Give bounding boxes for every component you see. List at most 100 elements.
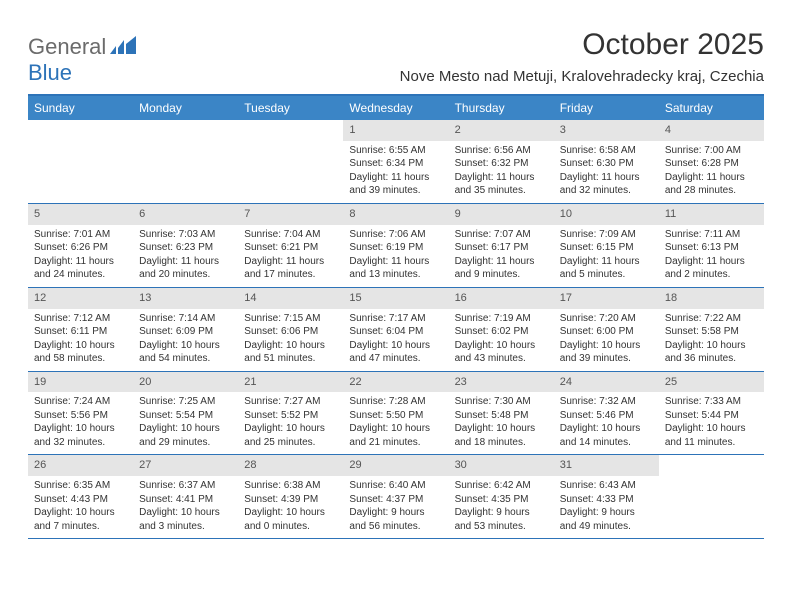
empty-cell [28, 120, 133, 203]
day-number: 15 [343, 288, 448, 309]
daylight-line: Daylight: 10 hours and 0 minutes. [244, 506, 337, 533]
day-cell: 6Sunrise: 7:03 AMSunset: 6:23 PMDaylight… [133, 204, 238, 287]
day-body: Sunrise: 6:43 AMSunset: 4:33 PMDaylight:… [554, 476, 659, 538]
day-body: Sunrise: 7:28 AMSunset: 5:50 PMDaylight:… [343, 392, 448, 454]
empty-cell [659, 455, 764, 538]
daylight-line: Daylight: 10 hours and 3 minutes. [139, 506, 232, 533]
sunset-line: Sunset: 4:39 PM [244, 493, 337, 507]
day-number: 4 [659, 120, 764, 141]
sunset-line: Sunset: 4:43 PM [34, 493, 127, 507]
day-cell: 10Sunrise: 7:09 AMSunset: 6:15 PMDayligh… [554, 204, 659, 287]
sunrise-line: Sunrise: 7:33 AM [665, 395, 758, 409]
day-cell: 3Sunrise: 6:58 AMSunset: 6:30 PMDaylight… [554, 120, 659, 203]
week-row: 19Sunrise: 7:24 AMSunset: 5:56 PMDayligh… [28, 372, 764, 456]
sunset-line: Sunset: 6:19 PM [349, 241, 442, 255]
day-number: 28 [238, 455, 343, 476]
sunset-line: Sunset: 6:21 PM [244, 241, 337, 255]
day-cell: 14Sunrise: 7:15 AMSunset: 6:06 PMDayligh… [238, 288, 343, 371]
sunset-line: Sunset: 6:02 PM [455, 325, 548, 339]
sunrise-line: Sunrise: 7:28 AM [349, 395, 442, 409]
sunset-line: Sunset: 6:23 PM [139, 241, 232, 255]
sunset-line: Sunset: 5:58 PM [665, 325, 758, 339]
daylight-line: Daylight: 10 hours and 14 minutes. [560, 422, 653, 449]
logo: General Blue [28, 28, 136, 86]
empty-cell [133, 120, 238, 203]
day-cell: 23Sunrise: 7:30 AMSunset: 5:48 PMDayligh… [449, 372, 554, 455]
sunrise-line: Sunrise: 7:17 AM [349, 312, 442, 326]
sunrise-line: Sunrise: 6:35 AM [34, 479, 127, 493]
week-row: 5Sunrise: 7:01 AMSunset: 6:26 PMDaylight… [28, 204, 764, 288]
sunset-line: Sunset: 6:15 PM [560, 241, 653, 255]
sunrise-line: Sunrise: 7:09 AM [560, 228, 653, 242]
day-cell: 7Sunrise: 7:04 AMSunset: 6:21 PMDaylight… [238, 204, 343, 287]
daylight-line: Daylight: 10 hours and 11 minutes. [665, 422, 758, 449]
daylight-line: Daylight: 11 hours and 28 minutes. [665, 171, 758, 198]
day-number: 25 [659, 372, 764, 393]
daylight-line: Daylight: 9 hours and 49 minutes. [560, 506, 653, 533]
calendar: SundayMondayTuesdayWednesdayThursdayFrid… [28, 94, 764, 539]
sunset-line: Sunset: 6:00 PM [560, 325, 653, 339]
daylight-line: Daylight: 11 hours and 35 minutes. [455, 171, 548, 198]
sunrise-line: Sunrise: 7:12 AM [34, 312, 127, 326]
day-number: 26 [28, 455, 133, 476]
daylight-line: Daylight: 11 hours and 17 minutes. [244, 255, 337, 282]
day-cell: 5Sunrise: 7:01 AMSunset: 6:26 PMDaylight… [28, 204, 133, 287]
daylight-line: Daylight: 10 hours and 25 minutes. [244, 422, 337, 449]
daylight-line: Daylight: 10 hours and 54 minutes. [139, 339, 232, 366]
daylight-line: Daylight: 10 hours and 36 minutes. [665, 339, 758, 366]
day-number: 23 [449, 372, 554, 393]
day-body: Sunrise: 6:37 AMSunset: 4:41 PMDaylight:… [133, 476, 238, 538]
day-number: 29 [343, 455, 448, 476]
day-cell: 13Sunrise: 7:14 AMSunset: 6:09 PMDayligh… [133, 288, 238, 371]
sunrise-line: Sunrise: 6:37 AM [139, 479, 232, 493]
daylight-line: Daylight: 10 hours and 21 minutes. [349, 422, 442, 449]
day-body: Sunrise: 6:38 AMSunset: 4:39 PMDaylight:… [238, 476, 343, 538]
day-header-row: SundayMondayTuesdayWednesdayThursdayFrid… [28, 96, 764, 120]
weeks-container: 1Sunrise: 6:55 AMSunset: 6:34 PMDaylight… [28, 120, 764, 539]
sunrise-line: Sunrise: 6:38 AM [244, 479, 337, 493]
sunset-line: Sunset: 5:52 PM [244, 409, 337, 423]
day-number: 16 [449, 288, 554, 309]
sunset-line: Sunset: 6:32 PM [455, 157, 548, 171]
day-body: Sunrise: 7:00 AMSunset: 6:28 PMDaylight:… [659, 141, 764, 203]
day-cell: 11Sunrise: 7:11 AMSunset: 6:13 PMDayligh… [659, 204, 764, 287]
day-body: Sunrise: 7:03 AMSunset: 6:23 PMDaylight:… [133, 225, 238, 287]
day-cell: 17Sunrise: 7:20 AMSunset: 6:00 PMDayligh… [554, 288, 659, 371]
day-body: Sunrise: 7:01 AMSunset: 6:26 PMDaylight:… [28, 225, 133, 287]
logo-bars-icon [110, 36, 136, 54]
day-body: Sunrise: 7:17 AMSunset: 6:04 PMDaylight:… [343, 309, 448, 371]
week-row: 12Sunrise: 7:12 AMSunset: 6:11 PMDayligh… [28, 288, 764, 372]
day-body: Sunrise: 7:07 AMSunset: 6:17 PMDaylight:… [449, 225, 554, 287]
day-number: 10 [554, 204, 659, 225]
day-body: Sunrise: 7:11 AMSunset: 6:13 PMDaylight:… [659, 225, 764, 287]
day-cell: 27Sunrise: 6:37 AMSunset: 4:41 PMDayligh… [133, 455, 238, 538]
day-body: Sunrise: 6:58 AMSunset: 6:30 PMDaylight:… [554, 141, 659, 203]
sunset-line: Sunset: 6:11 PM [34, 325, 127, 339]
daylight-line: Daylight: 11 hours and 32 minutes. [560, 171, 653, 198]
day-number: 24 [554, 372, 659, 393]
day-number: 20 [133, 372, 238, 393]
day-body: Sunrise: 7:09 AMSunset: 6:15 PMDaylight:… [554, 225, 659, 287]
day-number: 1 [343, 120, 448, 141]
sunrise-line: Sunrise: 7:01 AM [34, 228, 127, 242]
location-text: Nove Mesto nad Metuji, Kralovehradecky k… [400, 68, 764, 85]
day-number: 7 [238, 204, 343, 225]
sunrise-line: Sunrise: 7:15 AM [244, 312, 337, 326]
day-header-cell: Tuesday [238, 96, 343, 120]
day-number: 3 [554, 120, 659, 141]
sunrise-line: Sunrise: 6:43 AM [560, 479, 653, 493]
day-number: 22 [343, 372, 448, 393]
week-row: 1Sunrise: 6:55 AMSunset: 6:34 PMDaylight… [28, 120, 764, 204]
sunrise-line: Sunrise: 7:24 AM [34, 395, 127, 409]
day-cell: 16Sunrise: 7:19 AMSunset: 6:02 PMDayligh… [449, 288, 554, 371]
daylight-line: Daylight: 10 hours and 58 minutes. [34, 339, 127, 366]
daylight-line: Daylight: 9 hours and 53 minutes. [455, 506, 548, 533]
day-number: 18 [659, 288, 764, 309]
day-body: Sunrise: 7:19 AMSunset: 6:02 PMDaylight:… [449, 309, 554, 371]
day-number: 8 [343, 204, 448, 225]
daylight-line: Daylight: 10 hours and 43 minutes. [455, 339, 548, 366]
daylight-line: Daylight: 10 hours and 47 minutes. [349, 339, 442, 366]
day-number: 30 [449, 455, 554, 476]
sunset-line: Sunset: 6:09 PM [139, 325, 232, 339]
day-body: Sunrise: 6:35 AMSunset: 4:43 PMDaylight:… [28, 476, 133, 538]
